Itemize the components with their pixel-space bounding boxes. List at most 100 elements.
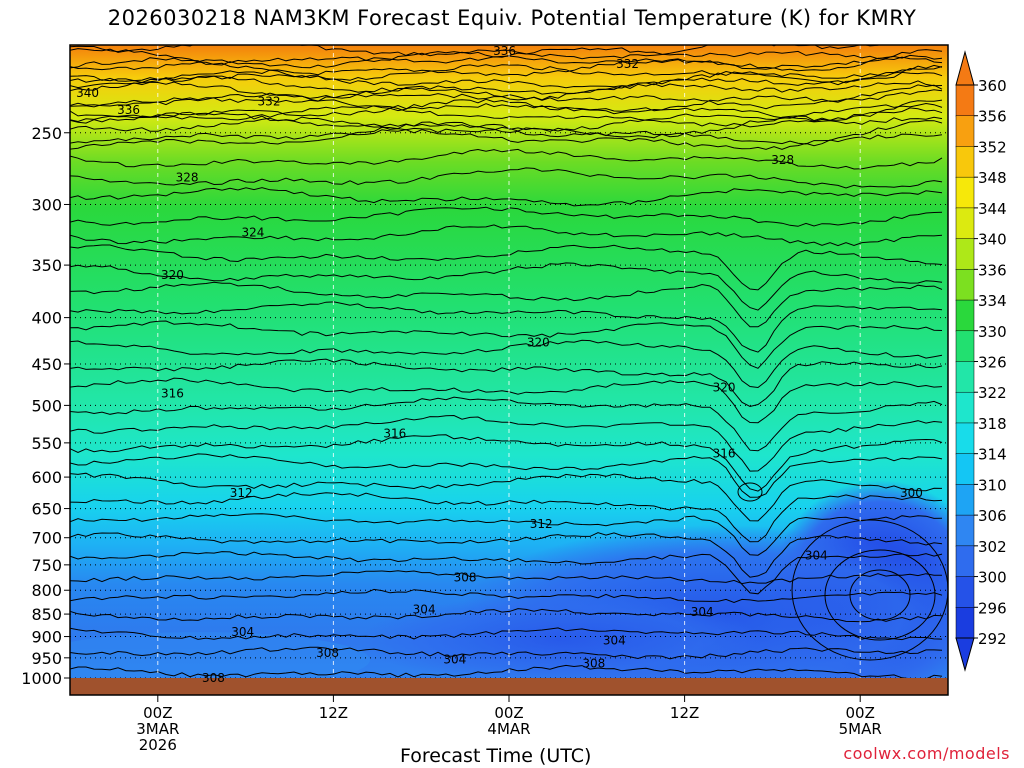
contour-label: 332 [616,57,639,71]
contour-line [70,187,943,207]
x-tick-label: 3MAR [136,720,179,738]
contour-line [70,472,943,522]
contour-label: 320 [713,381,736,395]
credit-link[interactable]: coolwx.com/models [843,744,1010,763]
closed-contour [824,549,936,641]
x-tick-label: 2026 [139,736,177,754]
colorbar-swatch [955,391,975,424]
colorbar: 360 356 352 348 344 340 336 334 330 326 322 318 314 3… [955,50,1007,672]
colorbar-bottom-arrow [955,637,975,672]
x-tick-label: 4MAR [487,720,530,738]
y-tick-label: 600 [31,468,62,487]
contour-label: 304 [603,633,626,647]
terrain-bar [70,678,948,695]
contour-label: 300 [900,486,923,500]
contour-label: 336 [493,44,516,58]
contour-line [70,56,943,77]
contour-line [70,301,943,353]
y-tick-label: 1000 [21,669,62,688]
contour-line [70,102,943,127]
contour-line [70,664,943,680]
contour-line [70,49,943,72]
contour-label: 332 [258,95,281,109]
contour-line [70,492,943,543]
x-tick-label: 12Z [670,704,699,722]
colorbar-label: 356 [978,108,1007,126]
colorbar-label: 348 [978,169,1007,187]
colorbar-label: 314 [978,446,1007,464]
y-tick-label: 700 [31,529,62,548]
contour-line [70,570,942,585]
contour-label: 340 [76,86,99,100]
colorbar-swatch [955,361,975,393]
contour-line [70,64,943,89]
contour-line [70,339,943,389]
colorbar-swatch [955,545,975,578]
warm-pool-region [70,632,370,688]
y-tick-label: 650 [31,500,62,519]
colorbar-label: 306 [978,507,1007,525]
colorbar-swatch [955,84,975,117]
colorbar-swatch [955,146,975,178]
y-tick-label: 500 [31,396,62,415]
colorbar-label: 300 [978,569,1007,587]
contour-label: 320 [161,268,184,282]
contour-line [70,206,943,227]
colorbar-label: 296 [978,599,1007,617]
contour-label: 316 [383,426,406,440]
y-tick-label: 300 [31,195,62,214]
contour-line [70,434,943,492]
contour-line [70,89,943,115]
closed-contour [791,519,948,661]
contour-label: 304 [805,548,828,562]
contour-line [70,281,943,328]
colorbar-swatch [955,453,975,486]
contour-label: 320 [527,335,550,349]
contour-line [70,148,943,170]
colorbar-swatch [955,607,975,639]
colorbar-label: 322 [978,384,1007,402]
contour-line [70,262,943,311]
contour-label: 328 [771,153,794,167]
contour-line [70,396,943,452]
colorbar-top-arrow [955,50,975,86]
contour-line [70,129,943,150]
x-tick-label: 00Z [494,704,523,722]
contour-label: 316 [161,386,184,400]
colorbar-swatch [955,115,975,148]
colorbar-label: 340 [978,231,1007,249]
cold-pool-region-2 [360,595,760,685]
y-tick-label: 800 [31,581,62,600]
contour-line [70,588,943,604]
contour-label: 312 [230,486,253,500]
contour-line [70,84,943,110]
contour-line [70,551,943,595]
colorbar-swatch [955,238,975,271]
colorbar-label: 330 [978,323,1007,341]
grid-lines [70,45,948,679]
contour-line [70,224,943,247]
y-tick-label: 450 [31,355,62,374]
y-tick-label: 250 [31,124,62,143]
contour-label: 304 [691,605,714,619]
contour-line [70,453,943,498]
contour-label: 316 [713,446,736,460]
x-tick-label: 00Z [846,704,875,722]
colorbar-swatch [955,422,975,455]
contour-line [70,358,943,408]
closed-contour [849,569,911,621]
colorbar-label: 334 [978,292,1007,310]
contour-label: 304 [413,602,436,616]
contour-line [70,320,943,369]
y-tick-label: 350 [31,256,62,275]
contour-line [70,120,943,145]
contour-line [70,71,943,95]
contour-line [70,167,943,189]
contour-line [70,244,943,291]
contour-lines [70,45,948,680]
y-tick-label: 550 [31,434,62,453]
contour-label: 308 [316,646,339,660]
contour-label: 308 [202,671,225,685]
